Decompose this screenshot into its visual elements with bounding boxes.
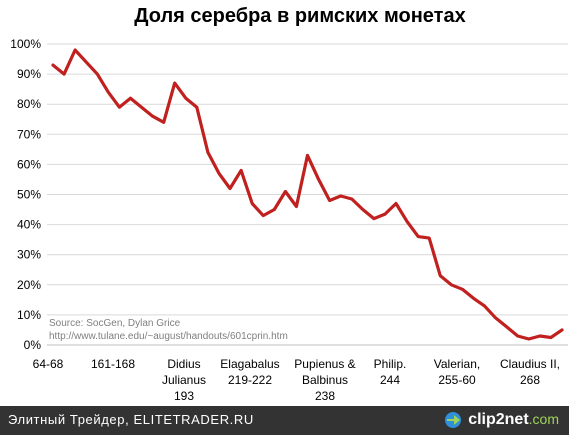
x-tick-label: Pupienus & Balbinus 238 (294, 357, 355, 403)
x-tick-label: Elagabalus 219-222 (220, 357, 279, 387)
chart-title: Доля серебра в римских монетах (134, 5, 465, 27)
x-tick-label-line: 255-60 (438, 373, 476, 387)
x-axis-ticks: 64-68 161-168 Didius Julianus 193 Elagabalus 2… (33, 357, 560, 403)
y-axis-ticks: 0% 10% 20% 30% 40% 50% 60% 70% 80% 90% 100% (10, 37, 41, 352)
x-tick-label-line: 268 (520, 373, 540, 387)
logo-text: clip2net.com (468, 411, 559, 429)
y-tick-label: 70% (17, 127, 41, 141)
y-tick-label: 20% (17, 278, 41, 292)
y-tick-label: 90% (17, 67, 41, 81)
gridlines (47, 43, 568, 346)
y-tick-label: 10% (17, 308, 41, 322)
y-tick-label: 30% (17, 248, 41, 262)
clip2net-logo: clip2net.com (443, 409, 559, 431)
x-tick-label-line: Julianus (162, 373, 206, 387)
x-tick-label-line: Didius (167, 357, 200, 371)
footer-site-label: Элитный Трейдер, ELITETRADER.RU (8, 412, 254, 427)
x-tick-label-line: Elagabalus (220, 357, 279, 371)
x-tick-label-line: Pupienus & (294, 357, 355, 371)
line-chart: Доля серебра в римских монетах 0% 10% 20% 3… (10, 5, 568, 403)
x-tick-label-line: Philip. (374, 357, 407, 371)
x-tick-label: Didius Julianus 193 (162, 357, 206, 403)
series-line (51, 48, 564, 341)
x-tick-label-line: 219-222 (228, 373, 272, 387)
x-tick-label-line: 238 (315, 389, 335, 403)
x-tick-label: Philip. 244 (374, 357, 407, 387)
y-tick-label: 80% (17, 97, 41, 111)
footer-bar: Элитный Трейдер, ELITETRADER.RU clip2net… (0, 406, 569, 435)
y-tick-label: 40% (17, 218, 41, 232)
x-tick-label-line: 193 (174, 389, 194, 403)
x-tick-label-line: Valerian, (434, 357, 480, 371)
x-tick-label-line: 64-68 (33, 357, 64, 371)
source-note: Source: SocGen, Dylan Grice http://www.tu… (49, 318, 288, 342)
source-line: http://www.tulane.edu/~august/handouts/6… (49, 331, 288, 342)
y-tick-label: 0% (24, 338, 42, 352)
x-tick-label: 161-168 (91, 357, 135, 371)
x-tick-label-line: Claudius II, (500, 357, 560, 371)
x-tick-label-line: 161-168 (91, 357, 135, 371)
y-tick-label: 50% (17, 188, 41, 202)
logo-main: clip2net (468, 411, 529, 428)
globe-arrow-icon (445, 412, 462, 428)
y-tick-label: 60% (17, 157, 41, 171)
x-tick-label-line: Balbinus (302, 373, 348, 387)
series-layer (51, 48, 564, 341)
source-line: Source: SocGen, Dylan Grice (49, 318, 181, 329)
x-tick-label: Valerian, 255-60 (434, 357, 480, 387)
x-tick-label-line: 244 (380, 373, 400, 387)
y-tick-label: 100% (10, 37, 41, 51)
x-tick-label: 64-68 (33, 357, 64, 371)
logo-suffix: .com (528, 411, 559, 427)
x-tick-label: Claudius II, 268 (500, 357, 560, 387)
